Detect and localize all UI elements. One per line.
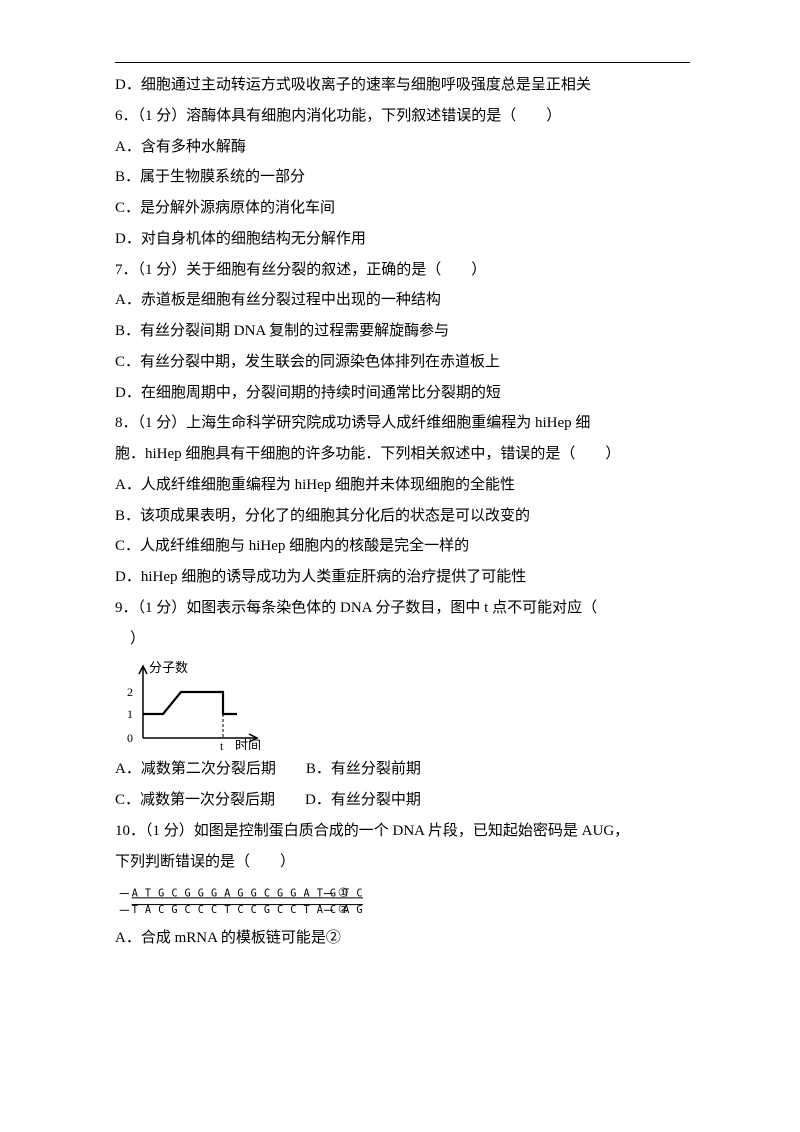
dna-diagram: A T G C G G G A G G C G G A T G T C ① T … [115,881,690,921]
question-8-line1: 8．（1 分）上海生命科学研究院成功诱导人成纤维细胞重编程为 hiHep 细 [115,408,690,439]
option-b-q8: B．该项成果表明，分化了的细胞其分化后的状态是可以改变的 [115,501,690,532]
svg-text:0: 0 [127,731,133,745]
question-8-line2: 胞．hiHep 细胞具有干细胞的许多功能．下列相关叙述中，错误的是（ ） [115,439,690,470]
options-ab-q9: A．减数第二次分裂后期 B．有丝分裂前期 [115,754,690,785]
question-7: 7．（1 分）关于细胞有丝分裂的叙述，正确的是（ ） [115,255,690,286]
chart-svg: 0 1 2 分子数 时间 t [115,660,265,750]
svg-text:1: 1 [127,707,133,721]
svg-text:分子数: 分子数 [149,660,188,675]
option-a-q7: A．赤道板是细胞有丝分裂过程中出现的一种结构 [115,285,690,316]
svg-text:t: t [220,739,224,750]
question-9-line2: ） [115,624,690,655]
option-d-q8: D．hiHep 细胞的诱导成功为人类重症肝病的治疗提供了可能性 [115,562,690,593]
option-d-q6: D．对自身机体的细胞结构无分解作用 [115,224,690,255]
svg-text:2: 2 [127,685,133,699]
option-d-q5: D．细胞通过主动转运方式吸收离子的速率与细胞呼吸强度总是呈正相关 [115,70,690,101]
options-cd-q9: C．减数第一次分裂后期 D．有丝分裂中期 [115,785,690,816]
svg-text:①: ① [338,886,349,900]
svg-text:时间: 时间 [235,738,261,750]
option-a-q6: A．含有多种水解酶 [115,132,690,163]
option-c-q7: C．有丝分裂中期，发生联会的同源染色体排列在赤道板上 [115,347,690,378]
option-d-q7: D．在细胞周期中，分裂间期的持续时间通常比分裂期的短 [115,378,690,409]
question-10-line2: 下列判断错误的是（ ） [115,847,690,878]
top-rule [115,62,690,63]
option-b-q6: B．属于生物膜系统的一部分 [115,162,690,193]
option-a-q8: A．人成纤维细胞重编程为 hiHep 细胞并未体现细胞的全能性 [115,470,690,501]
option-a-q10: A．合成 mRNA 的模板链可能是② [115,923,690,954]
option-b-q7: B．有丝分裂间期 DNA 复制的过程需要解旋酶参与 [115,316,690,347]
dna-svg: A T G C G G G A G G C G G A T G T C ① T … [115,881,375,921]
dna-count-chart: 0 1 2 分子数 时间 t [115,660,690,750]
question-10-line1: 10．（1 分）如图是控制蛋白质合成的一个 DNA 片段，已知起始密码是 AUG… [115,816,690,847]
question-6: 6．（1 分）溶酶体具有细胞内消化功能，下列叙述错误的是（ ） [115,101,690,132]
option-c-q8: C．人成纤维细胞与 hiHep 细胞内的核酸是完全一样的 [115,531,690,562]
question-9-line1: 9．（1 分）如图表示每条染色体的 DNA 分子数目，图中 t 点不可能对应（ [115,593,690,624]
svg-text:②: ② [338,902,349,916]
option-c-q6: C．是分解外源病原体的消化车间 [115,193,690,224]
